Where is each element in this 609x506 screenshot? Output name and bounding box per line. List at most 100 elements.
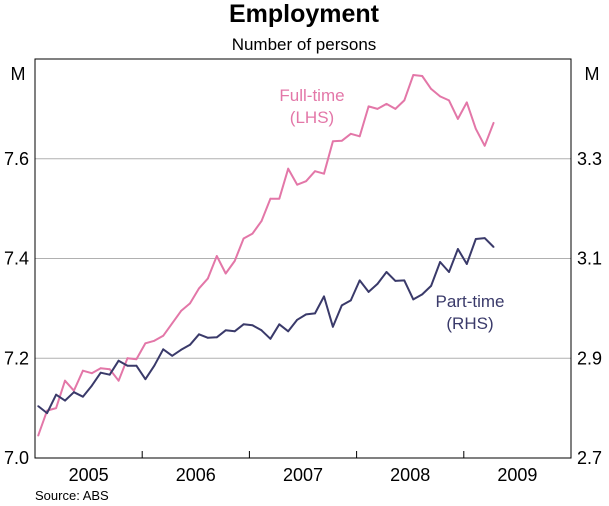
data-point bbox=[483, 144, 486, 147]
data-point bbox=[287, 167, 290, 170]
data-point bbox=[90, 384, 93, 387]
data-point bbox=[117, 379, 120, 382]
data-point bbox=[64, 379, 66, 382]
data-point bbox=[340, 139, 343, 142]
part-time-axis-label: (RHS) bbox=[446, 314, 493, 333]
data-point bbox=[224, 329, 227, 332]
x-tick-label: 2007 bbox=[283, 465, 323, 485]
data-point bbox=[99, 371, 102, 374]
data-point bbox=[198, 333, 200, 336]
right-tick-label: 3.1 bbox=[577, 249, 602, 269]
data-point bbox=[394, 280, 397, 282]
data-point bbox=[465, 101, 468, 104]
data-point bbox=[260, 220, 263, 223]
data-point bbox=[55, 393, 57, 396]
data-point bbox=[90, 372, 93, 375]
left-tick-label: 7.2 bbox=[4, 348, 29, 368]
data-point bbox=[135, 358, 138, 361]
data-point bbox=[323, 172, 325, 175]
data-point bbox=[367, 291, 370, 293]
data-point bbox=[153, 364, 156, 367]
data-point bbox=[117, 359, 120, 362]
data-point bbox=[144, 378, 147, 381]
data-point bbox=[474, 238, 477, 240]
data-point bbox=[421, 75, 424, 77]
x-tick-label: 2008 bbox=[390, 465, 430, 485]
data-point bbox=[251, 232, 254, 235]
data-point bbox=[108, 373, 111, 376]
data-point bbox=[73, 391, 75, 394]
x-tick-label: 2005 bbox=[69, 465, 109, 485]
axis-ticks bbox=[141, 451, 465, 458]
data-point bbox=[171, 322, 174, 325]
data-point bbox=[269, 337, 272, 340]
data-point bbox=[99, 367, 102, 370]
data-point bbox=[82, 395, 84, 398]
data-point bbox=[403, 99, 406, 102]
data-point bbox=[64, 399, 66, 402]
series-line-part-time bbox=[37, 237, 495, 415]
data-point bbox=[448, 99, 450, 102]
data-point bbox=[412, 298, 415, 301]
part-time-series-label: Part-time bbox=[436, 292, 505, 311]
data-point bbox=[82, 369, 84, 372]
data-point bbox=[367, 105, 370, 108]
data-point bbox=[385, 271, 388, 273]
left-tick-label: 7.6 bbox=[4, 149, 29, 169]
data-point bbox=[296, 183, 299, 186]
data-point bbox=[439, 95, 441, 98]
data-point bbox=[189, 302, 191, 305]
data-point bbox=[376, 283, 379, 285]
data-point bbox=[55, 407, 57, 409]
data-point bbox=[323, 295, 325, 298]
data-point bbox=[340, 304, 343, 307]
data-point bbox=[189, 343, 191, 346]
right-axis-unit: M bbox=[585, 64, 600, 84]
data-point bbox=[457, 248, 459, 250]
data-point bbox=[251, 324, 254, 327]
data-point bbox=[332, 140, 334, 143]
data-point bbox=[349, 299, 352, 302]
data-point bbox=[215, 255, 218, 257]
data-point bbox=[430, 285, 432, 287]
data-point bbox=[171, 354, 174, 357]
data-point bbox=[314, 312, 316, 315]
data-point bbox=[412, 74, 415, 76]
data-point bbox=[144, 342, 147, 345]
data-point bbox=[358, 135, 361, 138]
data-point bbox=[305, 313, 307, 316]
right-tick-label: 2.7 bbox=[577, 448, 602, 468]
left-tick-label: 7.4 bbox=[4, 249, 29, 269]
data-point bbox=[126, 364, 129, 367]
full-time-axis-label: (LHS) bbox=[290, 108, 334, 127]
data-point bbox=[465, 263, 468, 265]
data-point bbox=[198, 287, 200, 290]
left-tick-label: 7.0 bbox=[4, 448, 29, 468]
data-point bbox=[430, 88, 432, 90]
full-time-series-label: Full-time bbox=[279, 86, 344, 105]
data-point bbox=[457, 118, 459, 120]
series-lines bbox=[37, 74, 495, 437]
data-point bbox=[162, 334, 165, 337]
data-point bbox=[403, 279, 406, 282]
data-point bbox=[269, 197, 272, 200]
data-point bbox=[385, 103, 388, 105]
data-point bbox=[37, 405, 40, 407]
data-point bbox=[278, 323, 281, 326]
gridlines bbox=[35, 158, 571, 359]
data-point bbox=[376, 108, 379, 110]
data-point bbox=[474, 127, 477, 130]
data-point bbox=[180, 310, 183, 312]
chart-title: Employment bbox=[229, 0, 380, 28]
data-point bbox=[358, 279, 361, 282]
data-point bbox=[126, 357, 129, 360]
data-point bbox=[162, 348, 165, 351]
data-point bbox=[233, 330, 236, 333]
data-point bbox=[332, 325, 334, 328]
data-point bbox=[224, 272, 227, 275]
data-point bbox=[153, 339, 156, 342]
x-tick-label: 2006 bbox=[176, 465, 216, 485]
right-tick-label: 3.3 bbox=[577, 149, 602, 169]
chart-subtitle: Number of persons bbox=[232, 35, 377, 54]
